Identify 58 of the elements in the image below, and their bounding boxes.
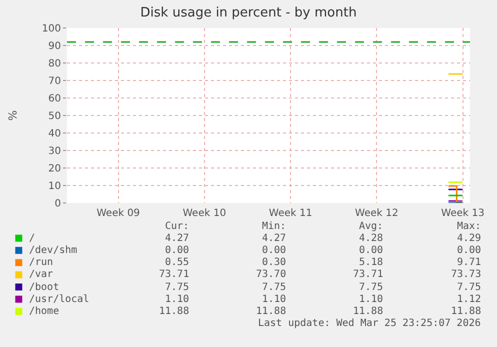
text: 9.71 <box>457 257 482 268</box>
text: 1.12 <box>457 294 482 305</box>
x-tick-label: Week 13 <box>441 208 484 219</box>
y-tick-label: 30 <box>48 146 61 157</box>
text: 7.75 <box>262 282 286 293</box>
text: 11.88 <box>256 306 286 317</box>
text: 0.00 <box>359 245 384 256</box>
legend-label: /dev/shm <box>29 245 78 256</box>
text: 11.88 <box>451 306 482 317</box>
legend-label: /home <box>29 306 60 317</box>
legend-label: /var <box>29 269 54 280</box>
legend-label: /usr/local <box>29 294 90 305</box>
y-tick-label: 50 <box>48 111 61 122</box>
y-tick-label: 80 <box>48 58 61 70</box>
text: Min: <box>262 221 286 232</box>
text: 0.00 <box>262 245 286 256</box>
y-tick-label: 70 <box>48 76 61 87</box>
text: 7.75 <box>457 282 482 293</box>
x-tick-label: Week 12 <box>355 208 398 219</box>
text: 1.10 <box>262 294 286 305</box>
text: 11.88 <box>353 306 384 317</box>
y-tick-label: 100 <box>42 24 61 34</box>
text: 0.30 <box>262 257 286 268</box>
text: 11.88 <box>159 306 190 317</box>
text: Max: <box>457 221 482 232</box>
text: 1.10 <box>165 294 190 305</box>
y-tick-label: 90 <box>48 41 61 52</box>
text: Cur: <box>165 221 190 232</box>
text: 73.73 <box>451 269 482 280</box>
text: 4.27 <box>165 233 190 244</box>
text: 1.10 <box>359 294 384 305</box>
text: Last update: Wed Mar 25 23:25:07 2026 <box>258 318 481 329</box>
legend-label: / <box>29 233 36 244</box>
legend-label: /run <box>29 257 54 268</box>
text: 7.75 <box>165 282 190 293</box>
x-tick-label: Week 10 <box>182 208 226 219</box>
text: 0.55 <box>165 257 190 268</box>
text: 73.71 <box>353 269 384 280</box>
y-axis-title: % <box>6 110 20 121</box>
y-tick-label: 0 <box>54 198 61 210</box>
text: 7.75 <box>359 282 384 293</box>
chart-title: Disk usage in percent - by month <box>140 6 357 21</box>
text: Avg: <box>359 221 384 232</box>
text: 73.70 <box>256 269 286 280</box>
text: 73.71 <box>159 269 190 280</box>
text: 0.00 <box>165 245 190 256</box>
legend-label: /boot <box>29 282 60 293</box>
text: 4.28 <box>359 233 384 244</box>
x-tick-label: Week 09 <box>96 208 140 219</box>
y-tick-label: 20 <box>48 164 61 174</box>
text: 0.00 <box>457 245 482 256</box>
x-tick-label: Week 11 <box>268 208 312 219</box>
text: 5.18 <box>359 257 384 268</box>
y-tick-label: 60 <box>48 94 61 104</box>
text: 4.27 <box>262 233 286 244</box>
y-tick-label: 40 <box>48 128 61 140</box>
text: 4.29 <box>457 233 482 244</box>
y-tick-label: 10 <box>48 181 61 192</box>
